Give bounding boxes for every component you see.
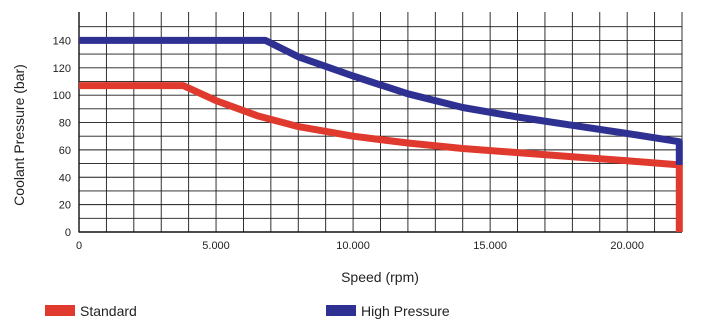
x-tick-label: 15.000 [473, 240, 507, 252]
legend-swatch-high-pressure [326, 305, 356, 316]
y-tick-label: 20 [59, 200, 71, 212]
y-tick-label: 100 [53, 90, 71, 102]
x-tick-label: 20.000 [610, 240, 644, 252]
series-line-standard [79, 82, 683, 232]
y-tick-label: 140 [53, 35, 71, 47]
y-tick-label: 0 [65, 227, 71, 239]
legend-label-standard: Standard [80, 303, 137, 319]
x-tick-label: 0 [76, 240, 82, 252]
y-tick-label: 60 [59, 145, 71, 157]
y-axis-title: Coolant Pressure (bar) [11, 64, 27, 206]
y-tick-label: 120 [53, 63, 71, 75]
legend-label-high-pressure: High Pressure [361, 303, 450, 319]
series-lines [79, 36, 683, 232]
y-tick-label: 80 [59, 118, 71, 130]
y-tick-label: 40 [59, 172, 71, 184]
x-tick-label: 10.000 [336, 240, 370, 252]
x-tick-labels: 0 5.000 10.000 15.000 20.000 [76, 240, 644, 252]
legend: Standard High Pressure [45, 303, 450, 319]
axes [78, 12, 682, 233]
grid-lines [78, 12, 683, 232]
legend-swatch-standard [45, 305, 75, 316]
x-axis-title: Speed (rpm) [341, 269, 419, 285]
series-line-high-pressure [79, 36, 683, 165]
x-tick-label: 5.000 [202, 240, 230, 252]
y-tick-labels: 0 20 40 60 80 100 120 140 [53, 35, 71, 239]
